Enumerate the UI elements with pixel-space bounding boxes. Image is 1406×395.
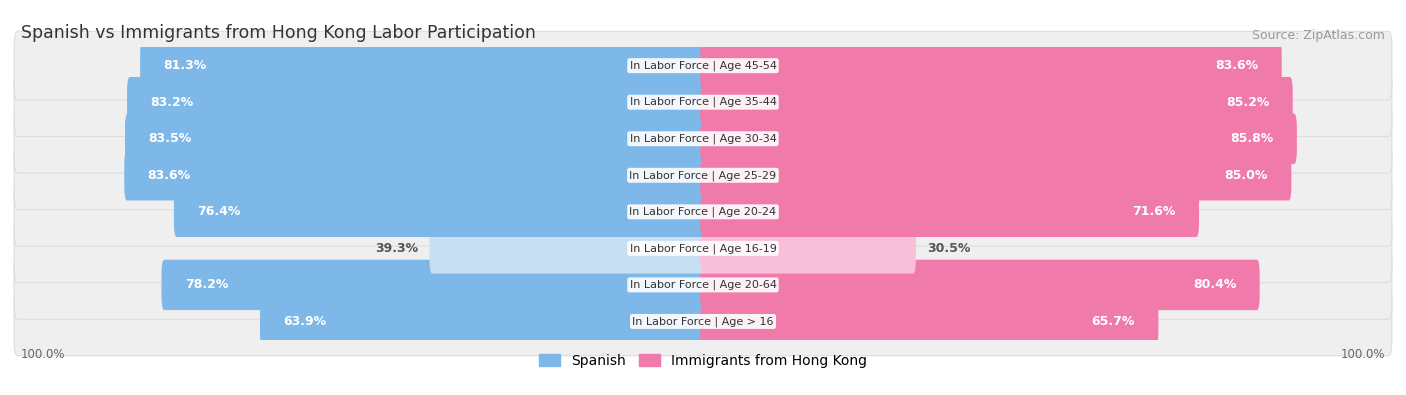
Text: 39.3%: 39.3% — [375, 242, 419, 255]
FancyBboxPatch shape — [700, 40, 1282, 91]
FancyBboxPatch shape — [14, 177, 1392, 246]
Text: In Labor Force | Age 20-24: In Labor Force | Age 20-24 — [630, 207, 776, 217]
Text: In Labor Force | Age 35-44: In Labor Force | Age 35-44 — [630, 97, 776, 107]
Text: Source: ZipAtlas.com: Source: ZipAtlas.com — [1253, 29, 1385, 42]
Text: 85.0%: 85.0% — [1225, 169, 1268, 182]
FancyBboxPatch shape — [429, 223, 706, 274]
FancyBboxPatch shape — [14, 104, 1392, 173]
Text: 100.0%: 100.0% — [1340, 348, 1385, 361]
Text: 63.9%: 63.9% — [284, 315, 326, 328]
Text: In Labor Force | Age 45-54: In Labor Force | Age 45-54 — [630, 60, 776, 71]
Text: 71.6%: 71.6% — [1132, 205, 1175, 218]
Text: 30.5%: 30.5% — [927, 242, 970, 255]
FancyBboxPatch shape — [14, 214, 1392, 283]
Text: In Labor Force | Age 16-19: In Labor Force | Age 16-19 — [630, 243, 776, 254]
FancyBboxPatch shape — [700, 296, 1159, 347]
Text: 83.6%: 83.6% — [1215, 59, 1258, 72]
Text: 85.8%: 85.8% — [1230, 132, 1274, 145]
FancyBboxPatch shape — [162, 260, 706, 310]
FancyBboxPatch shape — [124, 150, 706, 201]
Text: In Labor Force | Age 30-34: In Labor Force | Age 30-34 — [630, 134, 776, 144]
FancyBboxPatch shape — [700, 77, 1292, 128]
Text: 83.2%: 83.2% — [150, 96, 194, 109]
Legend: Spanish, Immigrants from Hong Kong: Spanish, Immigrants from Hong Kong — [538, 354, 868, 368]
FancyBboxPatch shape — [14, 31, 1392, 100]
FancyBboxPatch shape — [700, 113, 1296, 164]
FancyBboxPatch shape — [14, 68, 1392, 137]
Text: Spanish vs Immigrants from Hong Kong Labor Participation: Spanish vs Immigrants from Hong Kong Lab… — [21, 24, 536, 42]
Text: 83.6%: 83.6% — [148, 169, 191, 182]
Text: 81.3%: 81.3% — [163, 59, 207, 72]
FancyBboxPatch shape — [260, 296, 706, 347]
FancyBboxPatch shape — [700, 150, 1291, 201]
FancyBboxPatch shape — [14, 287, 1392, 356]
FancyBboxPatch shape — [700, 223, 915, 274]
Text: In Labor Force | Age > 16: In Labor Force | Age > 16 — [633, 316, 773, 327]
Text: 78.2%: 78.2% — [186, 278, 228, 292]
FancyBboxPatch shape — [700, 260, 1260, 310]
Text: In Labor Force | Age 20-64: In Labor Force | Age 20-64 — [630, 280, 776, 290]
FancyBboxPatch shape — [127, 77, 706, 128]
FancyBboxPatch shape — [141, 40, 706, 91]
FancyBboxPatch shape — [174, 186, 706, 237]
Text: 83.5%: 83.5% — [149, 132, 191, 145]
Text: 100.0%: 100.0% — [21, 348, 66, 361]
Text: 80.4%: 80.4% — [1192, 278, 1236, 292]
FancyBboxPatch shape — [700, 186, 1199, 237]
FancyBboxPatch shape — [14, 250, 1392, 319]
Text: 76.4%: 76.4% — [197, 205, 240, 218]
Text: In Labor Force | Age 25-29: In Labor Force | Age 25-29 — [630, 170, 776, 181]
FancyBboxPatch shape — [14, 141, 1392, 210]
Text: 85.2%: 85.2% — [1226, 96, 1270, 109]
FancyBboxPatch shape — [125, 113, 706, 164]
Text: 65.7%: 65.7% — [1091, 315, 1135, 328]
